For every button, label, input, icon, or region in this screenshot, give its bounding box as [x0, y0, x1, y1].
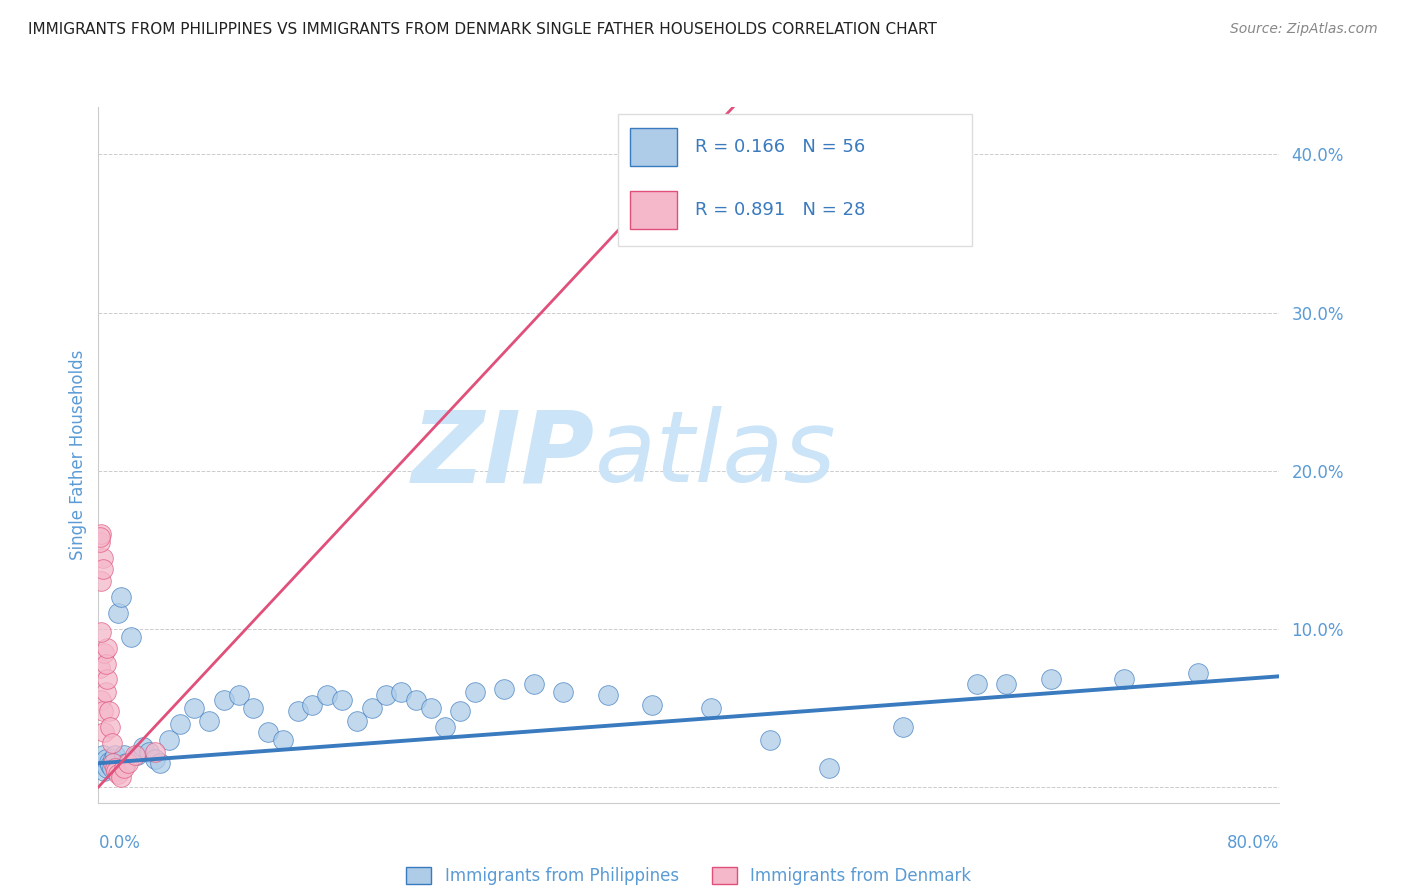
Text: R = 0.166   N = 56: R = 0.166 N = 56 [695, 138, 865, 156]
Point [375, 688, 398, 702]
Point [100, 736, 122, 750]
Point [553, 685, 575, 699]
Point [143, 745, 166, 759]
Point [228, 688, 250, 702]
Point [107, 606, 129, 620]
Point [449, 704, 471, 718]
Point [1114, 673, 1136, 687]
Text: atlas: atlas [595, 407, 837, 503]
FancyBboxPatch shape [630, 191, 678, 229]
Point [90, 527, 112, 541]
Point [100, 761, 122, 775]
Point [301, 698, 323, 712]
Point [700, 701, 723, 715]
Point [157, 732, 180, 747]
Point [115, 756, 138, 771]
Point [360, 701, 382, 715]
Point [110, 771, 132, 785]
Point [271, 732, 294, 747]
FancyBboxPatch shape [630, 128, 678, 166]
Point [389, 685, 412, 699]
Point [89, 530, 111, 544]
Point [107, 767, 129, 781]
Point [138, 745, 160, 759]
Point [405, 693, 427, 707]
Point [104, 761, 127, 775]
Point [132, 740, 155, 755]
Point [1187, 666, 1209, 681]
Point [89, 661, 111, 675]
Point [434, 720, 457, 734]
Point [93, 724, 115, 739]
Point [98, 720, 121, 734]
Point [1039, 673, 1062, 687]
Point [96, 761, 118, 775]
Point [257, 724, 280, 739]
Point [117, 756, 139, 771]
Point [891, 720, 914, 734]
Point [91, 704, 114, 718]
Point [96, 673, 118, 687]
Text: Source: ZipAtlas.com: Source: ZipAtlas.com [1230, 22, 1378, 37]
Point [966, 677, 988, 691]
Point [103, 751, 125, 765]
Point [419, 701, 441, 715]
Point [995, 677, 1018, 691]
Point [641, 698, 664, 712]
Point [90, 756, 112, 771]
Point [464, 685, 486, 699]
Point [91, 562, 114, 576]
Point [596, 688, 619, 702]
Point [124, 748, 146, 763]
Point [330, 693, 353, 707]
Point [98, 757, 121, 772]
FancyBboxPatch shape [619, 114, 973, 246]
Point [183, 701, 205, 715]
Legend: Immigrants from Philippines, Immigrants from Denmark: Immigrants from Philippines, Immigrants … [399, 861, 979, 892]
Point [89, 534, 111, 549]
Point [93, 646, 115, 660]
Text: ZIP: ZIP [412, 407, 595, 503]
Point [97, 755, 120, 769]
Point [110, 591, 132, 605]
Point [94, 685, 117, 699]
Point [93, 764, 115, 779]
Point [316, 688, 339, 702]
Point [120, 630, 142, 644]
Point [212, 693, 235, 707]
Point [242, 701, 264, 715]
Point [94, 657, 117, 671]
Point [169, 716, 191, 731]
Y-axis label: Single Father Households: Single Father Households [69, 350, 87, 560]
Point [346, 714, 368, 728]
Point [104, 748, 127, 763]
Point [287, 704, 309, 718]
Point [818, 761, 841, 775]
Point [97, 704, 120, 718]
Point [90, 574, 112, 589]
Point [143, 751, 166, 765]
Text: 0.0%: 0.0% [98, 834, 141, 852]
Point [149, 756, 172, 771]
Text: 80.0%: 80.0% [1227, 834, 1279, 852]
Point [91, 550, 114, 565]
Point [523, 677, 546, 691]
Point [112, 748, 135, 763]
Point [96, 640, 118, 655]
Point [125, 748, 148, 763]
Point [90, 693, 112, 707]
Point [90, 625, 112, 640]
Point [94, 751, 117, 765]
Point [91, 748, 114, 763]
Point [494, 681, 516, 696]
Point [198, 714, 221, 728]
Point [759, 732, 782, 747]
Point [112, 761, 135, 775]
Point [103, 756, 125, 771]
Point [105, 764, 128, 779]
Text: IMMIGRANTS FROM PHILIPPINES VS IMMIGRANTS FROM DENMARK SINGLE FATHER HOUSEHOLDS : IMMIGRANTS FROM PHILIPPINES VS IMMIGRANT… [28, 22, 936, 37]
Text: R = 0.891   N = 28: R = 0.891 N = 28 [695, 201, 865, 219]
